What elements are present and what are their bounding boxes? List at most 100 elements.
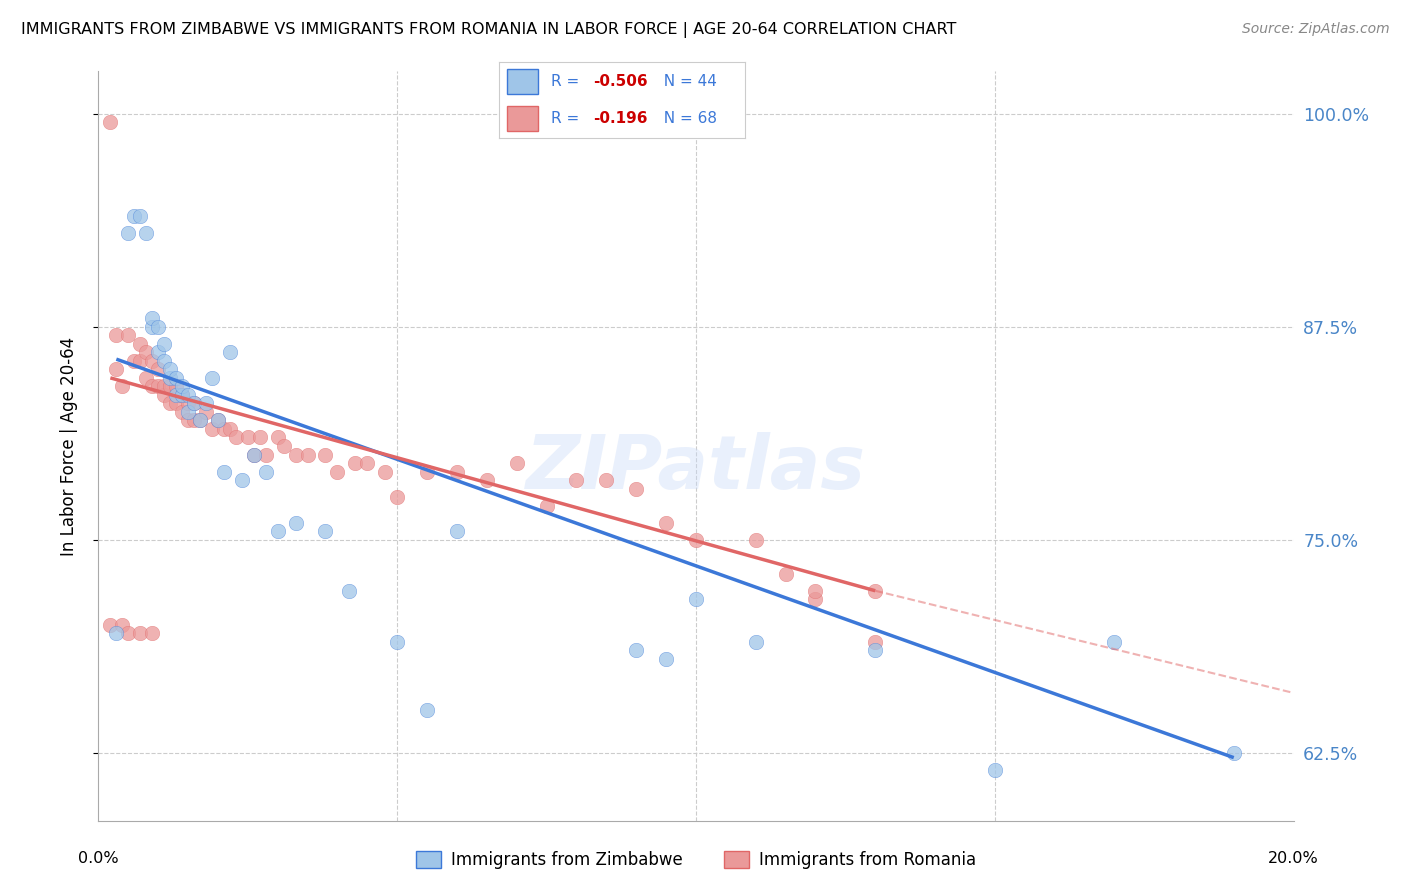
- Point: [374, 465, 396, 479]
- Point: [212, 422, 235, 436]
- Point: [219, 422, 242, 436]
- Point: [129, 209, 152, 223]
- Text: N = 44: N = 44: [654, 74, 717, 89]
- Point: [267, 524, 290, 538]
- Point: [565, 473, 588, 487]
- Text: 20.0%: 20.0%: [1268, 851, 1319, 866]
- Point: [153, 388, 176, 402]
- Text: -0.506: -0.506: [593, 74, 647, 89]
- Point: [117, 626, 139, 640]
- Point: [207, 413, 229, 427]
- Point: [159, 379, 181, 393]
- Y-axis label: In Labor Force | Age 20-64: In Labor Force | Age 20-64: [59, 336, 77, 556]
- Point: [356, 456, 378, 470]
- Point: [117, 328, 139, 343]
- Point: [165, 396, 187, 410]
- Point: [685, 592, 707, 607]
- Point: [195, 405, 218, 419]
- Point: [249, 430, 271, 444]
- Point: [129, 336, 152, 351]
- Point: [153, 379, 176, 393]
- Point: [98, 617, 122, 632]
- Point: [124, 209, 146, 223]
- Text: ZIPatlas: ZIPatlas: [526, 432, 866, 505]
- Text: R =: R =: [551, 74, 583, 89]
- Point: [141, 626, 163, 640]
- Point: [141, 319, 163, 334]
- Point: [111, 379, 134, 393]
- Point: [135, 226, 157, 240]
- Point: [475, 473, 498, 487]
- Text: 0.0%: 0.0%: [79, 851, 118, 866]
- Text: Source: ZipAtlas.com: Source: ZipAtlas.com: [1241, 22, 1389, 37]
- Point: [165, 379, 187, 393]
- Point: [135, 345, 157, 359]
- Point: [416, 703, 439, 717]
- Text: IMMIGRANTS FROM ZIMBABWE VS IMMIGRANTS FROM ROMANIA IN LABOR FORCE | AGE 20-64 C: IMMIGRANTS FROM ZIMBABWE VS IMMIGRANTS F…: [21, 22, 956, 38]
- Point: [105, 328, 128, 343]
- Point: [1104, 635, 1126, 649]
- Point: [165, 371, 187, 385]
- Point: [536, 499, 558, 513]
- Point: [804, 592, 827, 607]
- Point: [273, 439, 295, 453]
- Point: [655, 516, 678, 530]
- Point: [201, 371, 224, 385]
- Point: [284, 516, 307, 530]
- Point: [188, 413, 211, 427]
- Point: [225, 430, 247, 444]
- Point: [804, 583, 827, 598]
- Point: [172, 405, 194, 419]
- Point: [183, 396, 205, 410]
- Point: [243, 448, 266, 462]
- Point: [344, 456, 367, 470]
- Point: [172, 379, 194, 393]
- Point: [177, 413, 200, 427]
- Point: [416, 465, 439, 479]
- Point: [165, 388, 187, 402]
- Point: [153, 336, 176, 351]
- Point: [655, 652, 678, 666]
- Point: [183, 396, 205, 410]
- Point: [141, 354, 163, 368]
- Point: [745, 635, 768, 649]
- Point: [1223, 746, 1246, 760]
- Point: [339, 583, 361, 598]
- Point: [177, 405, 200, 419]
- Point: [254, 448, 277, 462]
- Point: [188, 413, 211, 427]
- Point: [446, 524, 468, 538]
- Point: [124, 354, 146, 368]
- Point: [148, 319, 170, 334]
- Text: -0.196: -0.196: [593, 111, 647, 126]
- Point: [595, 473, 617, 487]
- Point: [148, 345, 170, 359]
- Point: [865, 635, 887, 649]
- Point: [159, 362, 181, 376]
- Point: [212, 465, 235, 479]
- Point: [148, 362, 170, 376]
- Point: [129, 354, 152, 368]
- Point: [297, 448, 319, 462]
- FancyBboxPatch shape: [506, 70, 538, 95]
- Text: R =: R =: [551, 111, 589, 126]
- Point: [231, 473, 253, 487]
- Legend: Immigrants from Zimbabwe, Immigrants from Romania: Immigrants from Zimbabwe, Immigrants fro…: [409, 845, 983, 876]
- Point: [385, 635, 409, 649]
- Point: [326, 465, 349, 479]
- Text: N = 68: N = 68: [654, 111, 717, 126]
- Point: [315, 448, 337, 462]
- Point: [148, 379, 170, 393]
- Point: [385, 490, 409, 504]
- Point: [201, 422, 224, 436]
- Point: [626, 482, 648, 496]
- Point: [153, 354, 176, 368]
- Point: [159, 371, 181, 385]
- Point: [865, 583, 887, 598]
- Point: [984, 763, 1007, 777]
- Point: [172, 388, 194, 402]
- Point: [183, 413, 205, 427]
- Point: [111, 617, 134, 632]
- Point: [98, 115, 122, 129]
- Point: [745, 533, 768, 547]
